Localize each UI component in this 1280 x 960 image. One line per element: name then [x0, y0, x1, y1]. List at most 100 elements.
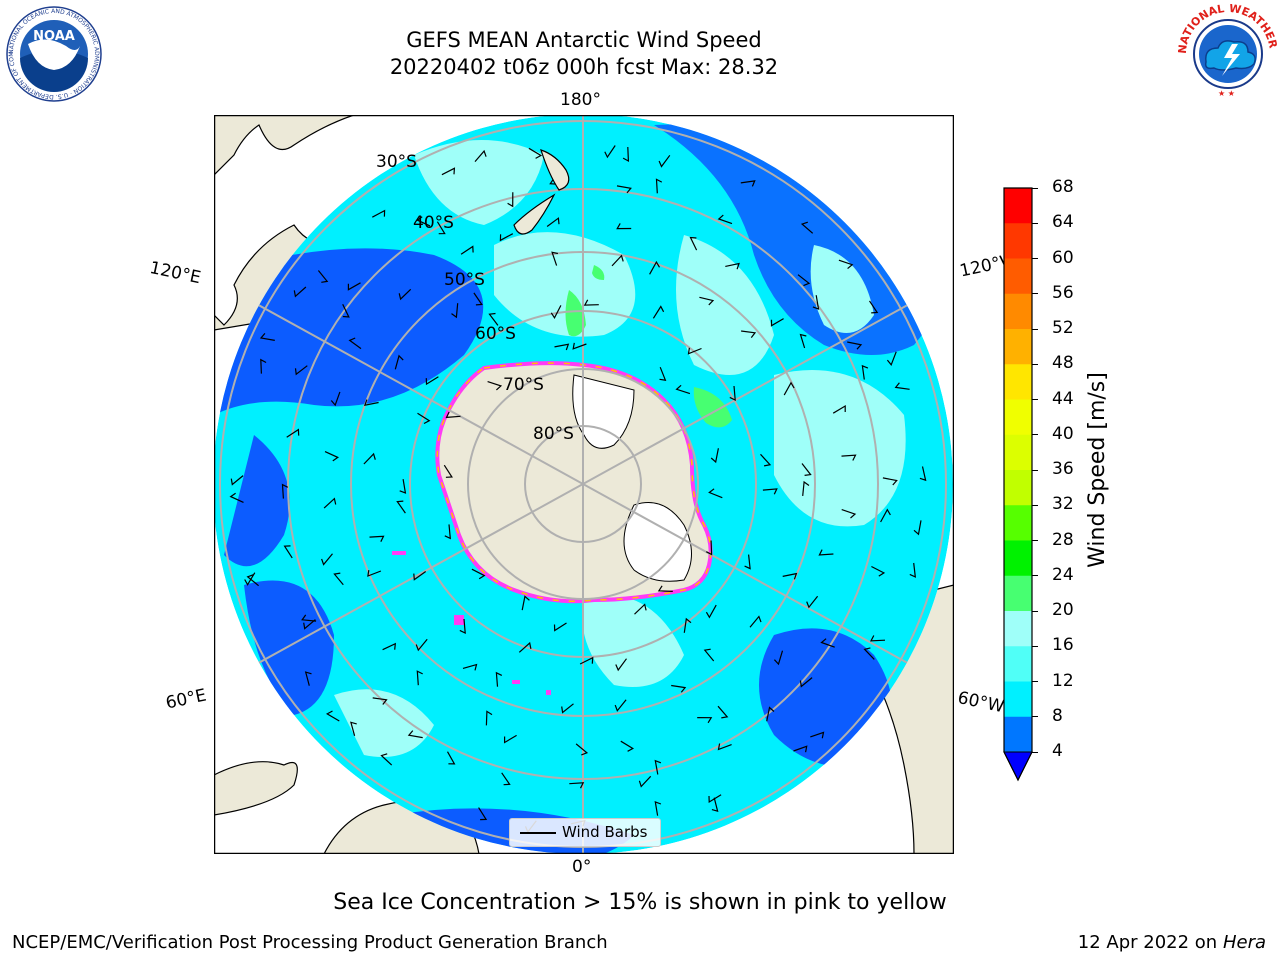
- wind-barb: [616, 185, 632, 194]
- wind-barb: [342, 304, 350, 318]
- wind-barb: [770, 318, 784, 327]
- wind-barb: [417, 412, 431, 425]
- polar-map: [214, 115, 954, 854]
- wind-barb: [614, 699, 627, 712]
- wind-barb: [687, 347, 702, 355]
- colorbar-tick-label: 64: [1052, 212, 1074, 233]
- wind-barb: [462, 663, 478, 671]
- wind-barb: [229, 492, 244, 503]
- wind-barb: [446, 751, 456, 765]
- wind-barb: [818, 549, 834, 556]
- lat-label-80s: 80°S: [533, 424, 574, 444]
- wind-barb: [441, 167, 456, 176]
- wind-barb: [416, 670, 423, 686]
- wind-barb: [575, 743, 589, 756]
- wind-barb: [459, 618, 466, 634]
- wind-barb: [604, 145, 616, 159]
- wind-barb: [812, 295, 820, 310]
- wind-barb: [869, 300, 879, 314]
- wind-barb: [394, 354, 404, 370]
- wind-barb: [869, 635, 886, 642]
- colorbar-segment: [1004, 540, 1032, 577]
- colorbar-segment: [1004, 505, 1032, 541]
- wind-barb: [783, 381, 795, 396]
- wind-barb: [504, 734, 517, 744]
- wind-barb: [325, 710, 340, 722]
- wind-barb: [654, 800, 662, 816]
- colorbar-segment: [1004, 611, 1032, 647]
- wind-barb: [348, 337, 362, 350]
- wind-barb: [800, 221, 814, 234]
- wind-barbs: [229, 145, 927, 834]
- colorbar-tick-label: 4: [1052, 741, 1063, 761]
- colorbar-tick-mark: [1032, 504, 1038, 506]
- wind-barb: [363, 399, 379, 406]
- wind-barb: [806, 595, 819, 609]
- wind-barb: [655, 178, 663, 194]
- sea-ice-specks: [392, 551, 551, 695]
- lat-label-60s: 60°S: [475, 324, 516, 344]
- colorbar-tick-mark: [1032, 187, 1038, 189]
- wind-barb: [286, 428, 300, 438]
- footer-right: 12 Apr 2022 on Hera: [1078, 932, 1266, 953]
- wind-barb: [550, 305, 562, 320]
- wind-barb: [260, 358, 267, 374]
- wind-barb: [396, 500, 406, 514]
- wind-barb: [744, 554, 751, 570]
- wind-barb: [495, 671, 503, 687]
- colorbar-tick-mark: [1032, 716, 1038, 718]
- colorbar-tick-mark: [1032, 575, 1038, 577]
- wind-barb: [841, 509, 857, 519]
- noaa-logo: NATIONAL OCEANIC AND ATMOSPHERIC ADMINIS…: [3, 1, 102, 102]
- wind-barb: [460, 245, 474, 255]
- lat-label-50s: 50°S: [444, 270, 485, 290]
- wind-barb: [415, 638, 428, 652]
- wind-barb: [443, 464, 453, 478]
- wind-barb: [749, 615, 762, 628]
- wind-barb: [399, 479, 407, 494]
- wind-barb: [810, 731, 825, 739]
- colorbar-segment: [1004, 681, 1032, 718]
- colorbar-tick-mark: [1032, 751, 1038, 753]
- wind-barb: [741, 330, 757, 338]
- wind-barb: [799, 333, 807, 349]
- footer-date: 12 Apr 2022 on: [1077, 932, 1223, 953]
- colorbar-tick-mark: [1032, 540, 1038, 541]
- colorbar-segment: [1004, 434, 1032, 471]
- wind-barb: [471, 568, 486, 580]
- wind-barb: [882, 477, 898, 486]
- wind-barb: [350, 721, 357, 736]
- colorbar-tick-label: 32: [1052, 494, 1074, 515]
- wind-barb: [766, 706, 775, 722]
- wind-barb: [487, 381, 503, 391]
- wind-barb: [324, 451, 340, 462]
- wind-barb: [330, 391, 341, 407]
- wind-barb: [782, 572, 798, 580]
- wind-barb: [894, 382, 910, 390]
- colorbar-tick-mark: [1032, 328, 1038, 330]
- wind-barb: [561, 703, 574, 714]
- colorbar-tick-label: 60: [1052, 247, 1074, 268]
- wind-barb: [801, 463, 812, 476]
- wind-barb: [919, 466, 927, 482]
- colorbar-tick-label: 28: [1052, 529, 1074, 550]
- colorbar-tick-label: 36: [1052, 459, 1074, 479]
- wind-barb: [488, 312, 499, 326]
- wind-barb: [382, 642, 397, 651]
- wind-barb: [317, 270, 329, 283]
- wind-barb: [675, 384, 691, 395]
- wind-barb: [259, 333, 275, 341]
- colorbar-extend-arrow: [1003, 751, 1033, 782]
- inner-land: [513, 149, 570, 235]
- colorbar-tick-mark: [1032, 363, 1038, 365]
- wind-barb: [507, 192, 514, 208]
- wind-barb: [372, 209, 386, 218]
- colorbar-label-text: Wind Speed [m/s]: [1085, 372, 1110, 568]
- wind-barb: [880, 508, 891, 523]
- wind-barb: [521, 595, 530, 611]
- map-title: GEFS MEAN Antarctic Wind Speed: [406, 28, 762, 52]
- lon-label-120e: 120°E: [147, 258, 203, 289]
- wind-barb: [569, 782, 585, 789]
- colorbar-tick-label: 52: [1052, 318, 1074, 338]
- wind-barb: [697, 717, 713, 724]
